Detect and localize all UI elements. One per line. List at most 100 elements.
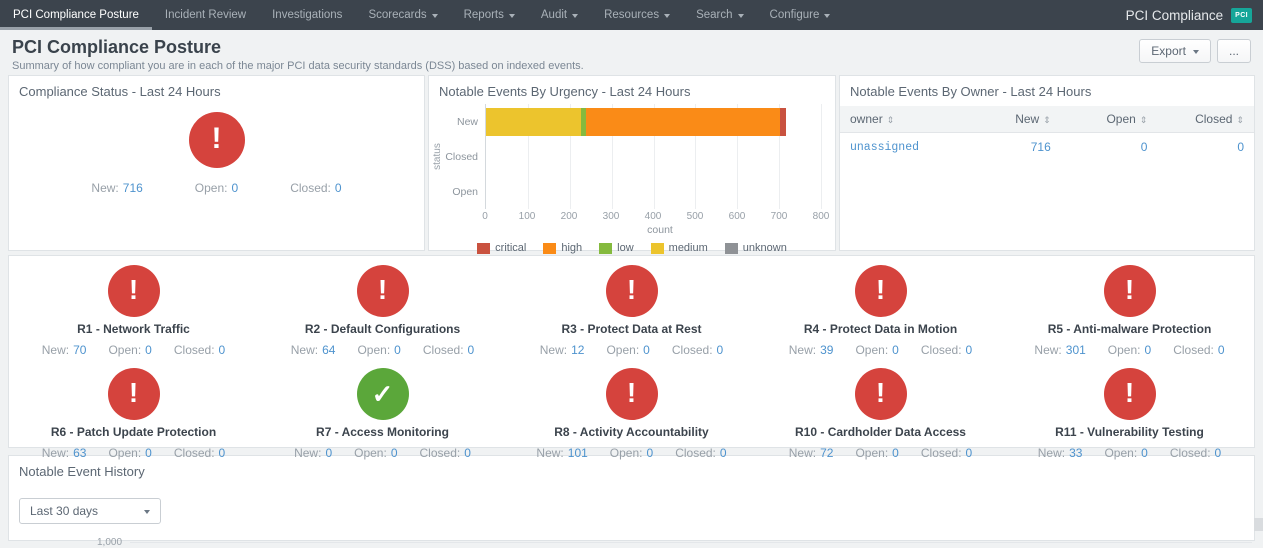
stat-value-link[interactable]: 0 [965,343,973,357]
legend-swatch-icon [599,242,613,254]
requirement-alert-icon[interactable]: ! [107,265,160,317]
nav-item-investigations[interactable]: Investigations [259,0,355,30]
stat-value-link[interactable]: 0 [1144,343,1152,357]
nav-item-reports[interactable]: Reports [451,0,528,30]
compliance-alert-icon[interactable]: ! [188,112,245,168]
stat: New: 63 [42,446,87,460]
stat-value-link[interactable]: 0 [1141,446,1148,460]
stat-value-link[interactable]: 33 [1069,446,1083,460]
stat-value-link[interactable]: 0 [646,446,654,460]
requirement-ok-icon[interactable]: ✓ [356,368,409,420]
stat-value-link[interactable]: 72 [820,446,834,460]
stat-value-link[interactable]: 64 [322,343,336,357]
stat-value-link[interactable]: 0 [1217,343,1225,357]
stat: New: 70 [42,343,87,357]
stat: Closed: 0 [174,343,225,357]
table-cell-link[interactable]: 0 [1140,140,1148,154]
stat-value-link[interactable]: 39 [820,343,834,357]
stat-label: Open: [609,446,643,460]
stat: Open: 0 [195,181,238,195]
table-cell-link[interactable]: 0 [1237,140,1244,154]
bar-segment-low[interactable] [581,107,587,136]
nav-item-audit[interactable]: Audit [528,0,591,30]
requirement-alert-icon[interactable]: ! [107,368,160,420]
stat-value-link[interactable]: 0 [334,181,342,195]
requirement-alert-icon[interactable]: ! [605,265,658,317]
bar-row-closed [486,143,821,171]
stat-value-link[interactable]: 0 [145,446,152,460]
legend-item-critical[interactable]: critical [477,242,526,254]
stat-value-link[interactable]: 63 [73,446,87,460]
requirement-alert-icon[interactable]: ! [854,265,907,317]
urgency-chart-title: Notable Events By Urgency - Last 24 Hour… [439,84,691,99]
bar-segment-high[interactable] [586,107,780,136]
requirement-stats: New: 12 Open: 0 Closed: 0 [540,343,723,357]
stat-value-link[interactable]: 0 [719,446,727,460]
stat-value-link[interactable]: 101 [567,446,588,460]
nav-item-search[interactable]: Search [683,0,756,30]
nav-item-pci-compliance-posture[interactable]: PCI Compliance Posture [0,0,152,30]
legend-item-unknown[interactable]: unknown [724,242,787,254]
stat-value-link[interactable]: 0 [965,446,973,460]
stat-value-link[interactable]: 301 [1065,343,1086,357]
page-header: PCI Compliance Posture Summary of how co… [0,30,1263,75]
column-header-new[interactable]: New ⇕ [964,106,1061,133]
stat: Closed: 0 [921,446,972,460]
stat-value-link[interactable]: 0 [390,446,398,460]
column-header-label: Closed [1195,112,1233,126]
stat-label: New: [788,446,817,460]
bar-segment-critical[interactable] [779,107,786,136]
stat-label: New: [41,343,70,357]
stat: New: 0 [294,446,332,460]
table-cell-link[interactable]: unassigned [850,140,920,154]
stat-value-link[interactable]: 0 [1214,446,1222,460]
stat-value-link[interactable]: 0 [218,446,226,460]
nav-item-resources[interactable]: Resources [591,0,683,30]
requirement-alert-icon[interactable]: ! [1103,368,1156,420]
requirement-alert-icon[interactable]: ! [356,265,409,317]
legend-item-high[interactable]: high [543,242,582,254]
scrollbar-thumb[interactable] [1254,518,1263,531]
bar-segment-medium[interactable] [486,107,582,136]
stat-label: New: [536,446,564,460]
stat-value-link[interactable]: 0 [464,446,471,460]
stat-value-link[interactable]: 0 [145,343,152,357]
stat-value-link[interactable]: 70 [73,343,87,357]
stat-value-link[interactable]: 0 [643,343,650,357]
requirement-alert-icon[interactable]: ! [854,368,907,420]
stat-value-link[interactable]: 0 [892,446,899,460]
column-header-closed[interactable]: Closed ⇕ [1157,106,1254,133]
export-button[interactable]: Export [1139,39,1211,63]
stat-value-link[interactable]: 0 [892,343,899,357]
stat-label: Open: [108,446,142,460]
stat-label: Closed: [675,446,716,460]
legend-item-low[interactable]: low [599,242,634,254]
column-header-label: owner [850,112,883,126]
legend-item-medium[interactable]: medium [650,242,708,254]
column-header-owner[interactable]: owner ⇕ [840,106,965,133]
urgency-y-categories: New Closed Open [445,104,485,209]
nav-item-configure[interactable]: Configure [757,0,844,30]
table-cell-link[interactable]: 716 [1030,140,1051,154]
exclamation-icon: ! [1124,377,1135,408]
requirement-alert-icon[interactable]: ! [605,368,658,420]
chevron-down-icon [572,14,579,18]
requirement-alert-icon[interactable]: ! [1103,265,1156,317]
stat-value-link[interactable]: 12 [571,343,585,357]
x-tick-label: 800 [812,211,830,222]
stat-value-link[interactable]: 0 [231,181,239,195]
nav-item-incident-review[interactable]: Incident Review [152,0,259,30]
chevron-down-icon [664,14,671,18]
nav-item-scorecards[interactable]: Scorecards [355,0,450,30]
stat-value-link[interactable]: 0 [218,343,226,357]
stat-value-link[interactable]: 0 [716,343,724,357]
legend-label: medium [668,242,708,254]
column-header-open[interactable]: Open ⇕ [1060,106,1158,133]
stat-value-link[interactable]: 0 [394,343,401,357]
check-icon: ✓ [371,379,394,409]
time-range-picker[interactable]: Last 30 days [19,498,161,524]
stat-value-link[interactable]: 716 [122,181,143,195]
stat-value-link[interactable]: 0 [467,343,475,357]
stat-value-link[interactable]: 0 [325,446,333,460]
more-actions-button[interactable]: ... [1216,39,1251,63]
